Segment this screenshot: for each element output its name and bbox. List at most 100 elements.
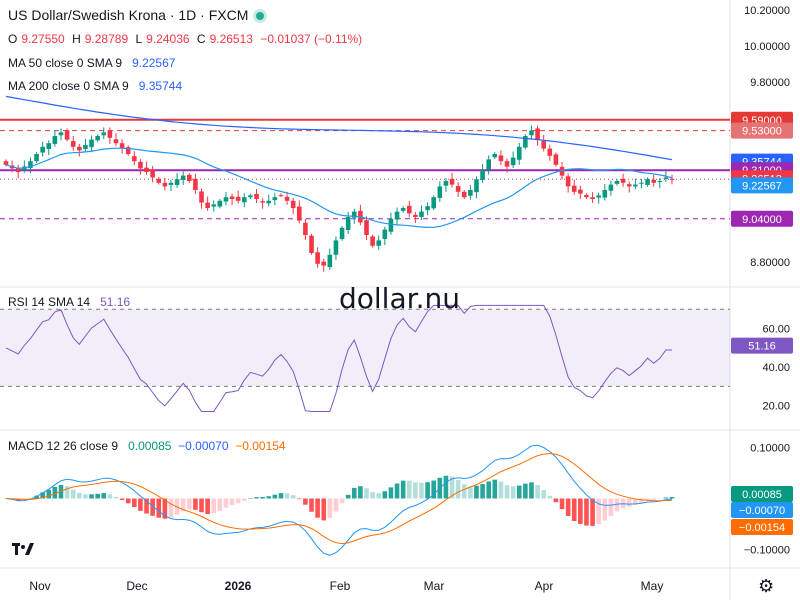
candle-body [211,204,217,207]
macd-line [5,444,673,556]
candle-body [138,161,143,169]
candle-body [309,235,314,253]
candle-body [633,184,638,187]
time-axis[interactable]: Nov Dec 2026 Feb Mar Apr May [29,579,663,593]
macd-histogram-bar [596,498,601,525]
candle-body [425,206,430,211]
ma200-line [5,95,673,161]
ma50-legend[interactable]: MA 50 close 0 SMA 9 9.22567 [8,56,175,70]
macd-histogram-bar [58,484,64,499]
macd-histogram-bar [602,498,608,521]
moving-averages [5,95,673,229]
time-tick-label: 2026 [225,579,252,593]
candle-body [321,261,327,266]
candle-body [400,208,406,211]
candle-body [419,211,424,217]
macd-histogram-bar [260,497,265,499]
candle-body [107,130,113,138]
macd-histogram-bar [193,498,198,510]
macd-histogram-bar [217,498,223,511]
rsi-legend[interactable]: RSI 14 SMA 14 51.16 [8,295,130,309]
macd-histogram-bar [547,495,553,499]
macd-line-tag-bg [731,502,793,518]
macd-histogram-bar [388,487,394,499]
price-tag: 9.53000 [742,126,782,138]
macd-histogram-bar [455,479,461,499]
candle-body [58,132,64,136]
rsi-band [0,308,730,387]
candle-body [156,178,162,183]
candle-body [351,211,357,218]
macd-label: MACD 12 26 close 9 [8,439,119,453]
macd-line-tag: −0.00070 [739,505,785,517]
candle-body [578,189,583,194]
candle-body [455,186,461,192]
macd-histogram-bar [229,498,235,506]
rsi-tag: 51.16 [748,341,776,353]
candle-body [596,195,601,198]
ma50-label: MA 50 close 0 SMA 9 [8,56,123,70]
candle-body [193,178,198,190]
candle-body [376,240,382,246]
macd-histogram-bar [633,498,638,505]
candle-body [486,159,491,170]
candle-body [241,197,247,203]
macd-histogram-bar [321,498,327,521]
candle-body [516,146,522,160]
tradingview-logo-icon[interactable] [12,543,34,562]
price-tag-bg [731,210,793,227]
macd-histogram-bar [101,493,107,499]
candle-body [52,136,58,144]
symbol-title[interactable]: US Dollar/Swedish Krona · 1D · FXCM [8,7,265,23]
candle-body [669,178,675,180]
ohlc-readout: O 9.27550 H 9.28789 L 9.24036 C 9.26513 −0.0… [8,32,366,46]
gear-icon[interactable]: ⚙ [758,576,775,596]
candle-body [168,182,174,185]
ma50-value: 9.22567 [132,56,176,70]
macd-histogram-bar [70,489,76,499]
ma200-legend[interactable]: MA 200 close 0 SMA 9 9.35744 [8,79,182,93]
macd-histogram-bar [663,497,669,499]
candle-body [492,154,498,158]
macd-series [3,444,675,556]
time-tick-label: Dec [126,579,147,593]
candle-body [431,197,437,209]
candle-body [144,167,149,172]
close-value: 9.26513 [209,32,253,46]
macd-histogram-bar [284,493,290,499]
candle-body [437,186,443,198]
candle-body [278,195,284,197]
candle-body [296,206,302,221]
macd-histogram-bar [590,498,595,526]
macd-histogram-bar [339,498,345,504]
change-value: −0.01037 (−0.11%) [260,32,363,46]
time-tick-label: Mar [424,579,445,593]
macd-legend[interactable]: MACD 12 26 close 9 0.00085 −0.00070 −0.0… [8,439,286,453]
macd-histogram-bar [241,498,247,501]
macd-histogram-bar [40,492,45,499]
macd-histogram-bar [327,498,333,518]
candle-body [480,170,485,180]
candle-body [559,166,565,176]
macd-histogram-bar [419,482,424,499]
macd-histogram-bar [199,498,204,513]
price-axis[interactable]: 10.20000 10.00000 9.80000 8.80000 60.00 40.00… [731,5,793,557]
macd-histogram-bar [523,483,528,499]
candle-body [223,197,229,202]
macd-histogram-bar [461,484,467,499]
macd-signal-value: −0.00154 [235,439,286,453]
macd-histogram-bar [138,498,143,511]
candle-body [333,240,339,255]
candle-body [284,196,290,201]
macd-histogram-bar [77,492,82,499]
candle-body [70,141,76,147]
macd-histogram-bar [535,485,540,499]
time-tick-label: Nov [29,579,50,593]
market-open-icon [256,12,265,21]
macd-line-value: −0.00070 [178,439,229,453]
candle-body [565,176,571,187]
candle-body [248,195,253,198]
candle-body [657,181,663,183]
candle-body [620,178,626,183]
